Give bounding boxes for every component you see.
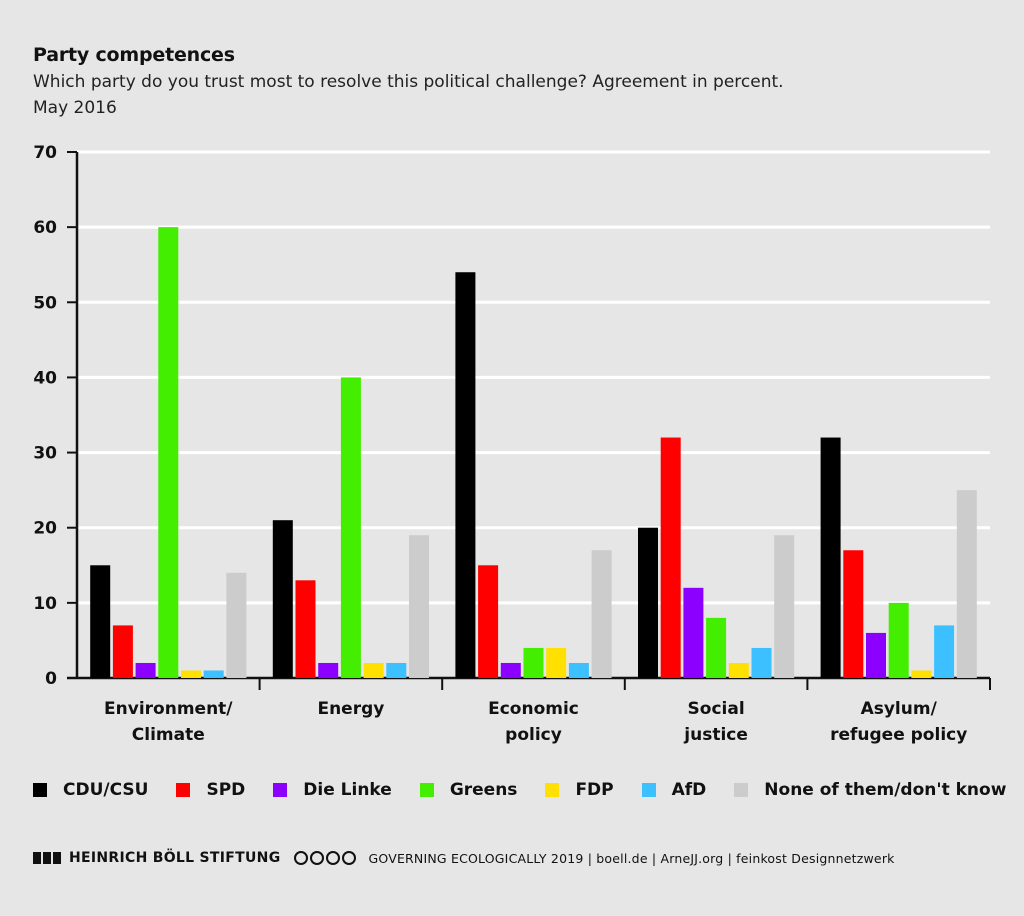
legend-label: CDU/CSU: [63, 780, 149, 800]
bar: [546, 647, 567, 678]
legend-item: Die Linke: [273, 780, 392, 800]
bar: [158, 227, 179, 678]
bar: [888, 602, 909, 678]
legend-swatch: [176, 783, 191, 797]
y-tick-label: 50: [33, 293, 57, 313]
legend-label: AfD: [671, 780, 707, 800]
y-tick-label: 0: [45, 669, 57, 689]
x-category-label: Economic: [488, 699, 579, 719]
bar: [706, 617, 727, 678]
footer-credits: GOVERNING ECOLOGICALLY 2019 | boell.de |…: [368, 850, 895, 866]
bar: [774, 535, 795, 678]
bar: [272, 520, 293, 678]
bar: [956, 490, 977, 678]
bar: [112, 625, 133, 678]
legend-item: None of them/don't know: [734, 780, 1006, 800]
y-tick-label: 70: [33, 143, 57, 163]
bar: [751, 647, 772, 678]
legend-swatch: [419, 783, 434, 797]
bar: [843, 550, 864, 678]
x-category-label: Climate: [132, 725, 205, 745]
bar: [318, 662, 339, 678]
legend-label: FDP: [575, 780, 614, 800]
x-category-label: refugee policy: [830, 725, 967, 745]
bar: [386, 662, 407, 678]
y-tick-label: 20: [33, 519, 57, 539]
bar: [568, 662, 589, 678]
x-category-label: Social: [688, 699, 745, 719]
bar: [340, 377, 361, 678]
legend-swatch: [545, 783, 560, 797]
x-category-label: Energy: [317, 699, 384, 719]
chart-title: Party competences: [33, 44, 235, 66]
y-tick-label: 60: [33, 218, 57, 238]
bar: [728, 662, 749, 678]
legend-swatch: [273, 783, 288, 797]
y-tick-label: 30: [33, 444, 57, 464]
bar: [455, 272, 476, 678]
legend-item: FDP: [545, 780, 614, 800]
legend-label: Die Linke: [303, 780, 392, 800]
legend-item: CDU/CSU: [33, 780, 148, 800]
bar: [866, 632, 886, 678]
legend-swatch: [734, 783, 749, 797]
bar: [203, 670, 224, 678]
chart-subtitle: Which party do you trust most to resolve…: [33, 72, 784, 92]
legend-item: AfD: [641, 780, 707, 800]
legend-label: SPD: [206, 780, 246, 800]
legend-label: None of them/don't know: [764, 780, 1007, 800]
legend: CDU/CSU SPD Die Linke Greens FDP AfD None of t…: [33, 780, 1006, 800]
bar: [90, 565, 111, 678]
legend-item: Greens: [419, 780, 518, 800]
creative-commons-icon: [294, 851, 357, 865]
bar: [409, 535, 429, 678]
bar: [295, 580, 316, 678]
bar: [135, 662, 156, 678]
footer: HEINRICH BÖLL STIFTUNG GOVERNING ECOLOGI…: [33, 850, 895, 866]
y-tick-label: 40: [33, 368, 57, 388]
bar: [660, 437, 681, 678]
x-category-label: justice: [683, 725, 748, 745]
bar: [638, 527, 658, 678]
bar: [226, 572, 247, 678]
legend-item: SPD: [176, 780, 245, 800]
bar: [934, 625, 955, 678]
legend-label: Greens: [449, 780, 518, 800]
bar: [500, 662, 521, 678]
bar: [478, 565, 499, 678]
x-category-label: Asylum/: [861, 699, 938, 719]
y-tick-label: 10: [33, 594, 57, 614]
bar: [523, 647, 544, 678]
bar-chart: 0 10 20 30 40 50 60 70 Environment/Climate Energy…: [33, 143, 991, 745]
foundation-name: HEINRICH BÖLL STIFTUNG: [69, 850, 281, 866]
bar: [591, 550, 612, 678]
x-category-label: Environment/: [104, 699, 233, 719]
legend-swatch: [33, 783, 47, 797]
bar: [911, 670, 932, 678]
bar: [820, 437, 841, 678]
legend-swatch: [641, 783, 656, 797]
bar: [363, 662, 384, 678]
chart-date: May 2016: [33, 98, 117, 118]
bar: [181, 670, 201, 678]
foundation-logo-icon: [33, 852, 61, 864]
bar: [683, 587, 704, 678]
x-category-label: policy: [505, 725, 562, 745]
